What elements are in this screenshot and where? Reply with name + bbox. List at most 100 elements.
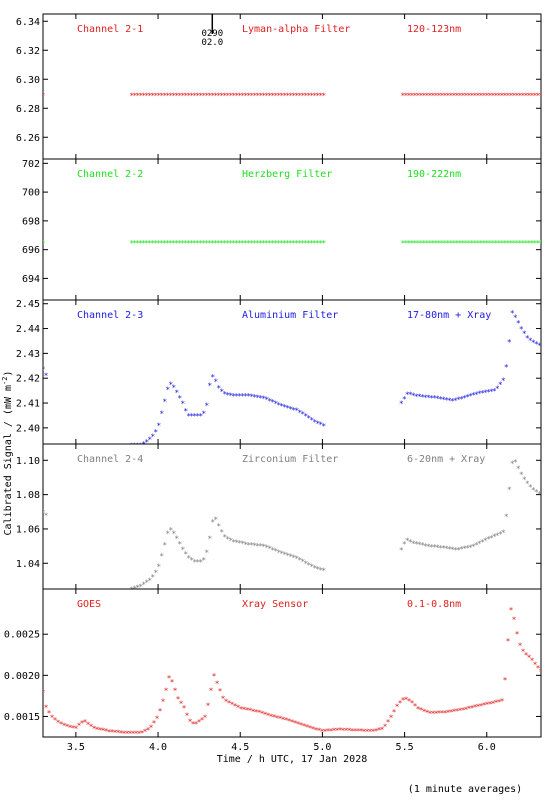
data-point: *	[404, 696, 409, 705]
data-point: *	[530, 657, 535, 666]
data-point: *	[474, 541, 479, 550]
data-point: *	[497, 92, 502, 101]
data-point: *	[479, 239, 484, 248]
data-point: *	[537, 490, 542, 499]
data-point: *	[218, 687, 223, 696]
data-point: *	[416, 92, 421, 101]
data-point: *	[395, 703, 400, 712]
data-point: *	[255, 239, 260, 248]
data-point: *	[297, 239, 302, 248]
data-point: *	[216, 384, 221, 393]
data-point: *	[213, 516, 218, 525]
data-point: *	[44, 372, 49, 381]
y-tick-label: 1.06	[16, 524, 40, 535]
data-point: *	[183, 239, 188, 248]
data-point: *	[249, 239, 254, 248]
data-point: *	[291, 92, 296, 101]
y-tick-label: 700	[22, 188, 40, 199]
data-point: *	[258, 92, 263, 101]
data-point: *	[134, 729, 139, 738]
data-point: *	[509, 92, 514, 101]
data-point: *	[294, 407, 299, 416]
data-point: *	[243, 392, 248, 401]
data-point: *	[306, 561, 311, 570]
data-point: *	[536, 664, 541, 673]
data-point: *	[282, 551, 287, 560]
data-point: *	[188, 718, 193, 727]
data-point: *	[278, 715, 283, 724]
data-point: *	[225, 535, 230, 544]
event-marker-label-1: 0290	[201, 29, 223, 39]
data-point: *	[362, 727, 367, 736]
data-point: *	[62, 721, 67, 730]
panel-3: 2.40 2.41 2.42 2.43 2.44 2.45 Channel 2-3 Alumi…	[16, 299, 542, 451]
data-point: *	[539, 668, 544, 677]
data-point: *	[168, 380, 173, 389]
data-point: *	[153, 239, 158, 248]
panel-frame	[42, 158, 542, 301]
data-point: *	[246, 239, 251, 248]
data-point: *	[321, 92, 326, 101]
data-point: *	[315, 92, 320, 101]
data-point: *	[132, 239, 137, 248]
data-point: *	[129, 239, 134, 248]
data-point: *	[261, 92, 266, 101]
data-point: *	[459, 395, 464, 404]
data-point: *	[464, 239, 469, 248]
data-point: *	[294, 92, 299, 101]
data-point: *	[153, 92, 158, 101]
y-tick-label: 0.0015	[4, 712, 40, 723]
data-point: *	[299, 721, 304, 730]
data-point: *	[171, 529, 176, 538]
data-point: *	[273, 399, 278, 408]
panel-label-2: Herzberg Filter	[242, 169, 332, 180]
data-point: *	[186, 412, 191, 421]
data-point: *	[312, 418, 317, 427]
data-point: *	[537, 342, 542, 351]
data-point: *	[423, 542, 428, 551]
x-tick-label: 4.5	[231, 742, 249, 753]
data-point: *	[156, 562, 161, 571]
data-point: *	[297, 92, 302, 101]
data-point: *	[503, 92, 508, 101]
data-point: *	[498, 381, 503, 390]
y-tick-label: 6.32	[16, 46, 40, 57]
x-tick-label: 5.0	[313, 742, 331, 753]
data-point: *	[207, 381, 212, 390]
data-point: *	[527, 654, 532, 663]
data-point: *	[524, 651, 529, 660]
data-point: *	[113, 728, 118, 737]
data-point: *	[326, 727, 331, 736]
data-point: *	[146, 726, 151, 735]
data-point: *	[485, 239, 490, 248]
y-tick-label: 694	[22, 274, 40, 285]
data-point: *	[243, 239, 248, 248]
data-point: *	[431, 92, 436, 101]
data-point: *	[107, 728, 112, 737]
data-point: *	[534, 340, 539, 349]
data-point: *	[524, 239, 529, 248]
data-point: *	[128, 729, 133, 738]
data-point: *	[216, 522, 221, 531]
data-point: *	[147, 92, 152, 101]
data-point: *	[285, 404, 290, 413]
data-point: *	[536, 239, 541, 248]
data-point: *	[219, 387, 224, 396]
data-point: *	[410, 239, 415, 248]
data-point: *	[447, 396, 452, 405]
data-point: *	[227, 699, 232, 708]
data-point: *	[371, 727, 376, 736]
data-point: *	[41, 508, 46, 517]
data-point: *	[258, 542, 263, 551]
data-point: *	[222, 390, 227, 399]
data-point: *	[267, 397, 272, 406]
data-point: *	[279, 550, 284, 559]
data-point: *	[92, 724, 97, 733]
data-point: *	[332, 727, 337, 736]
data-point: *	[398, 699, 403, 708]
data-point: *	[414, 392, 419, 401]
data-point: *	[231, 538, 236, 547]
data-point: *	[129, 442, 134, 451]
data-point: *	[533, 661, 538, 670]
data-point: *	[225, 391, 230, 400]
